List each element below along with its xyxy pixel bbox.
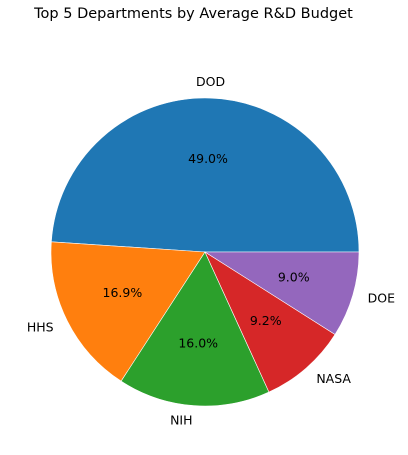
- pie-slices: [50, 97, 360, 407]
- pie-slice-nih: [120, 251, 270, 407]
- pct-label-nih: 16.0%: [178, 336, 218, 351]
- pct-label-doe: 9.0%: [278, 269, 310, 284]
- pie-slice-nasa: [204, 251, 336, 393]
- slice-label-hhs: HHS: [27, 319, 54, 334]
- pie-slice-dod: [51, 97, 360, 253]
- pie-labels: DOD 49.0% HHS 16.9% NIH 16.0% NASA 9.2% DOE 9.0%: [27, 74, 395, 427]
- pct-label-hhs: 16.9%: [103, 285, 143, 300]
- slice-label-doe: DOE: [368, 291, 395, 306]
- pct-label-nasa: 9.2%: [250, 313, 282, 328]
- slice-label-dod: DOD: [196, 74, 225, 89]
- pie-slice-doe: [203, 251, 360, 335]
- chart-title: Top 5 Departments by Average R&D Budget: [34, 6, 353, 22]
- pie-slice-hhs: [50, 241, 206, 382]
- pct-label-dod: 49.0%: [188, 151, 228, 166]
- slice-label-nih: NIH: [170, 412, 192, 427]
- slice-label-nasa: NASA: [316, 371, 351, 386]
